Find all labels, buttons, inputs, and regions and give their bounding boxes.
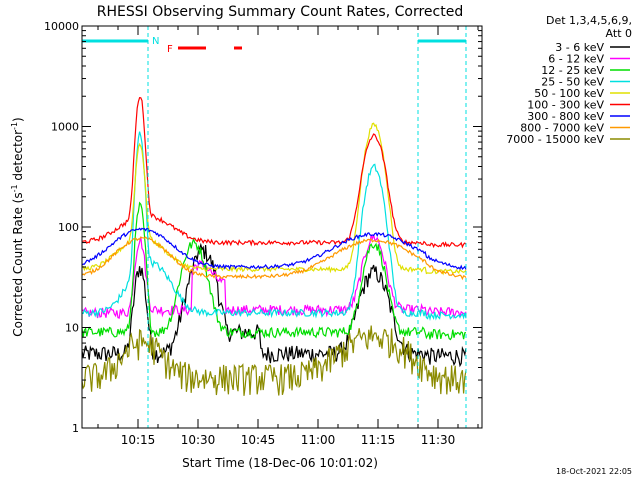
y-axis-label: Corrected Count Rate (s-1 detector-1) bbox=[10, 117, 25, 336]
series-line-8 bbox=[81, 236, 467, 281]
legend-header-detectors: Det 1,3,4,5,6,9, bbox=[546, 14, 632, 27]
series-line-5 bbox=[81, 122, 467, 276]
generated-timestamp: 18-Oct-2021 22:05 bbox=[556, 467, 632, 476]
series-line-9 bbox=[81, 325, 467, 396]
series-line-2 bbox=[81, 234, 467, 319]
y-axis-label-tail: ) bbox=[11, 117, 25, 122]
y-tick-label: 10000 bbox=[44, 20, 79, 33]
x-axis-label: Start Time (18-Dec-06 10:01:02) bbox=[182, 456, 378, 470]
legend-label-3: 12 - 25 keV bbox=[541, 64, 604, 77]
chart-title: RHESSI Observing Summary Count Rates, Co… bbox=[97, 4, 463, 20]
legend-label-2: 6 - 12 keV bbox=[548, 53, 604, 66]
x-tick-label: 11:00 bbox=[301, 433, 336, 447]
series-line-4 bbox=[81, 131, 467, 321]
legend-label-1: 3 - 6 keV bbox=[555, 41, 604, 54]
x-tick-label: 10:45 bbox=[241, 433, 276, 447]
y-axis-label-sup2: -1 bbox=[10, 122, 19, 130]
y-axis-label-mid: detector bbox=[11, 130, 25, 185]
y-tick-label: 1000 bbox=[51, 121, 79, 134]
legend-label-4: 25 - 50 keV bbox=[541, 76, 604, 89]
y-axis-label-main: Corrected Count Rate (s bbox=[11, 192, 25, 336]
x-tick-label: 10:15 bbox=[121, 433, 156, 447]
night-label: N bbox=[152, 36, 159, 47]
legend-label-6: 100 - 300 keV bbox=[527, 99, 604, 112]
legend-label-8: 800 - 7000 keV bbox=[520, 122, 604, 135]
legend-label-9: 7000 - 15000 keV bbox=[506, 133, 604, 146]
legend-label-5: 50 - 100 keV bbox=[534, 87, 604, 100]
x-tick-label: 11:30 bbox=[421, 433, 456, 447]
annotation-layer: NF bbox=[82, 26, 467, 428]
x-tick-label: 11:15 bbox=[361, 433, 396, 447]
series-line-1 bbox=[81, 242, 467, 368]
axes-layer: 1 10 100 1000 10000 10:15 10:30 10:45 11:00 11:15… bbox=[44, 20, 483, 447]
y-tick-label: 100 bbox=[58, 221, 79, 234]
legend-header-attenuator: Att 0 bbox=[606, 27, 632, 40]
y-tick-label: 1 bbox=[72, 422, 79, 435]
legend-label-7: 300 - 800 keV bbox=[527, 110, 604, 123]
flare-label: F bbox=[167, 44, 173, 55]
x-tick-label: 10:30 bbox=[181, 433, 216, 447]
y-axis-label-sup1: -1 bbox=[10, 184, 19, 192]
y-tick-label: 10 bbox=[65, 322, 79, 335]
series-layer bbox=[81, 97, 467, 396]
series-line-6 bbox=[81, 97, 467, 249]
series-line-7 bbox=[81, 227, 467, 271]
series-line-3 bbox=[81, 201, 467, 341]
